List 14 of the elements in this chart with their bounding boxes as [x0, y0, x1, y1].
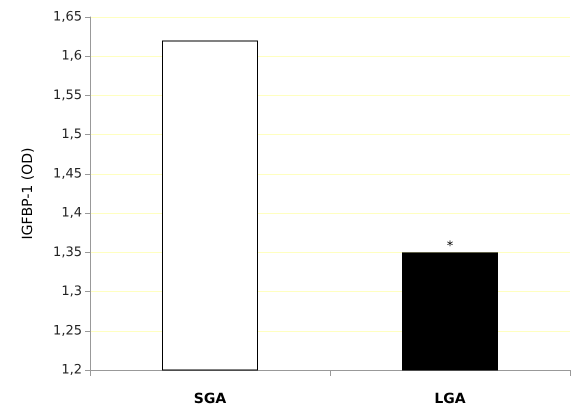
y-tick-label: 1,5: [61, 127, 82, 142]
y-tick-label: 1,25: [53, 323, 82, 338]
y-tick-label: 1,45: [53, 166, 82, 182]
y-axis-title: IGFBP-1 (OD): [20, 148, 36, 240]
x-tick-label: LGA: [434, 391, 466, 407]
y-tick-label: 1,3: [61, 284, 82, 300]
y-tick-label: 1,35: [53, 244, 82, 260]
y-tick-label: 1,2: [61, 362, 82, 378]
annotation: *: [446, 238, 454, 254]
y-tick-label: 1,4: [61, 206, 82, 221]
y-tick-label: 1,6: [61, 48, 82, 64]
y-tick-label: 1,65: [53, 10, 82, 24]
y-tick-label: 1,55: [53, 88, 82, 103]
x-tick-label: SGA: [194, 391, 226, 407]
